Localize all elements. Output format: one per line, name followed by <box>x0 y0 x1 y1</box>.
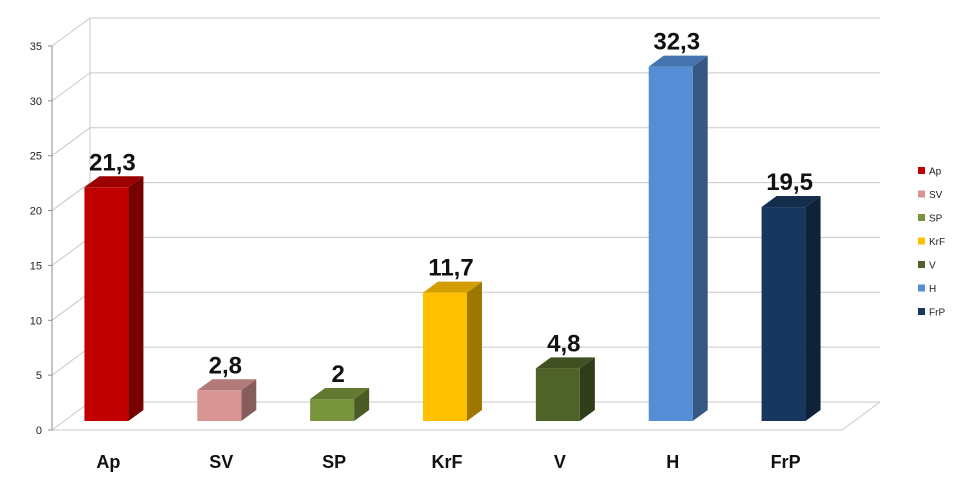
y-tick-label: 20 <box>30 206 42 218</box>
bar-side <box>128 176 144 421</box>
floor-right-edge <box>841 401 881 431</box>
legend-swatch-frp <box>918 308 925 315</box>
bar-top <box>310 388 370 400</box>
bar-ap <box>84 176 144 421</box>
gridline-side <box>51 72 91 102</box>
bar-top <box>648 55 708 67</box>
category-label-v: V <box>554 452 566 472</box>
y-tick-label: 0 <box>36 425 42 437</box>
category-label-frp: FrP <box>771 452 801 472</box>
gridline-side <box>51 182 91 211</box>
bar-top <box>761 196 821 208</box>
bar-h <box>648 55 708 421</box>
bar-front <box>84 187 129 421</box>
category-label-h: H <box>666 452 679 472</box>
bar-side <box>805 196 821 421</box>
bar-sp <box>310 388 370 421</box>
bar-sv <box>197 379 257 421</box>
bar-front <box>648 66 693 421</box>
bar-side <box>241 379 257 421</box>
data-label-sp: 2 <box>331 361 344 388</box>
legend-swatch-sv <box>918 190 925 198</box>
bar-v <box>535 357 595 421</box>
y-tick-label: 15 <box>30 260 42 272</box>
legend-label-krf: KrF <box>929 237 945 248</box>
data-label-v: 4,8 <box>547 330 580 357</box>
bar-front <box>761 207 806 421</box>
y-tick-label: 5 <box>36 370 42 382</box>
legend-label-v: V <box>929 261 936 272</box>
bar-top <box>535 357 595 369</box>
legend-swatch-krf <box>918 237 925 245</box>
legend-swatch-v <box>918 261 925 268</box>
y-tick-label: 25 <box>30 151 42 163</box>
data-label-ap: 21,3 <box>89 149 136 176</box>
bar-side <box>467 281 482 421</box>
legend: Ap SV SP KrF V H FrP <box>918 167 945 319</box>
legend-swatch-h <box>918 284 925 292</box>
category-label-sv: SV <box>209 452 233 472</box>
category-label-krf: KrF <box>432 452 463 472</box>
category-label-ap: Ap <box>96 452 120 472</box>
legend-label-frp: FrP <box>929 308 945 319</box>
legend-swatch-ap <box>918 167 925 174</box>
bar-side <box>354 388 370 421</box>
gridline-side <box>51 17 91 47</box>
y-tick-label: 30 <box>30 96 42 108</box>
data-label-frp: 19,5 <box>766 169 813 196</box>
legend-label-sp: SP <box>929 214 943 225</box>
bar-top <box>84 176 144 188</box>
bar-krf <box>423 281 482 421</box>
data-label-h: 32,3 <box>653 29 700 56</box>
bar-top <box>423 281 482 293</box>
bar-front <box>197 390 242 421</box>
gridline-side <box>51 237 91 266</box>
data-label-krf: 11,7 <box>428 255 473 282</box>
data-labels: 21,3 2,8 2 11,7 4,8 32,3 19,5 <box>89 29 813 388</box>
x-axis-labels: Ap SV SP KrF V H FrP <box>96 452 800 472</box>
y-tick-label: 10 <box>30 315 42 327</box>
category-label-sp: SP <box>322 452 346 472</box>
bar-side <box>692 55 708 421</box>
bar-front <box>423 292 467 421</box>
bar-top <box>197 379 257 391</box>
data-label-sv: 2,8 <box>209 352 242 379</box>
gridline-side <box>51 291 91 321</box>
gridline-side <box>51 127 91 157</box>
bar-side <box>579 357 595 421</box>
gridline-side <box>51 346 91 376</box>
y-tick-label: 35 <box>30 41 42 53</box>
legend-swatch-sp <box>918 214 925 221</box>
legend-label-h: H <box>929 284 936 295</box>
y-axis: 0 5 10 15 20 25 30 35 <box>30 41 53 437</box>
bar-frp <box>761 196 821 421</box>
bars <box>84 55 821 421</box>
legend-label-sv: SV <box>929 190 943 201</box>
bar-front <box>535 368 580 421</box>
gridline-side <box>51 401 91 431</box>
legend-label-ap: Ap <box>929 167 942 178</box>
bar-front <box>310 399 355 421</box>
